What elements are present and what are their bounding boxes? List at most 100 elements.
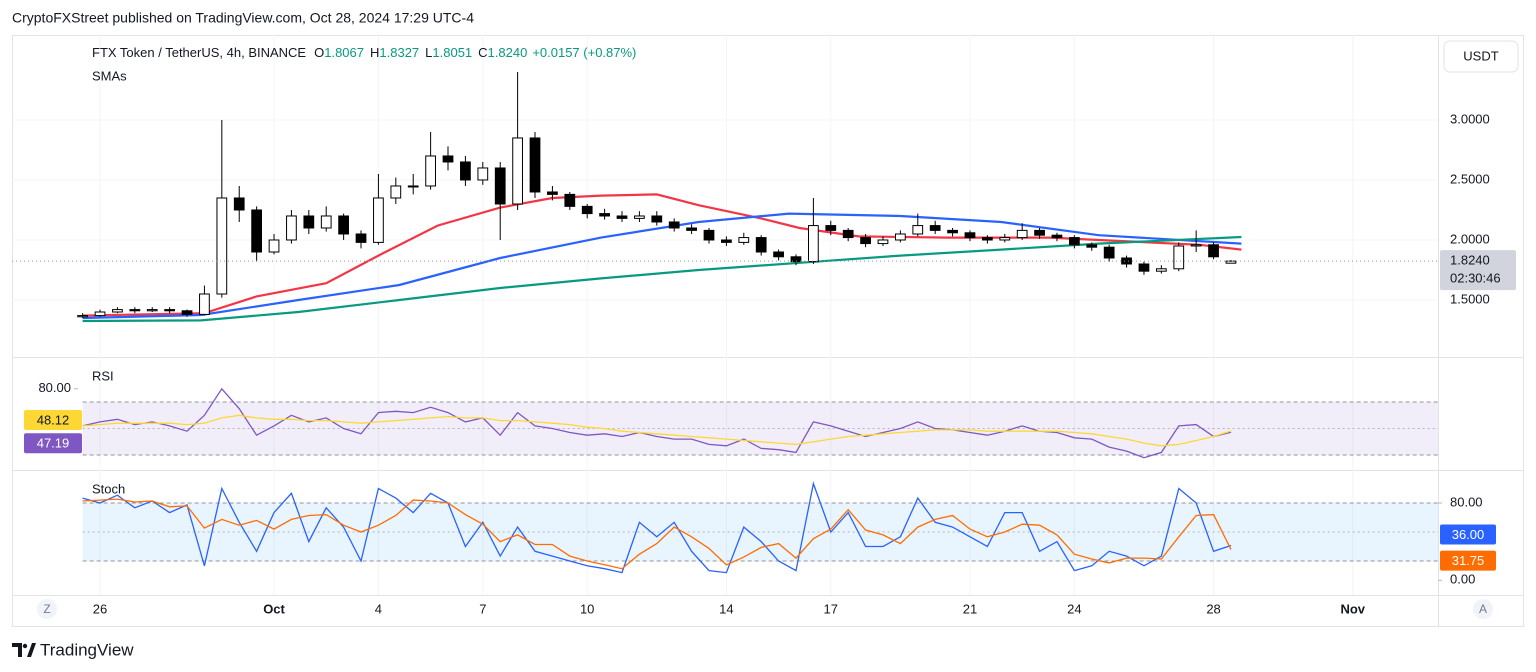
candle-body xyxy=(1138,263,1150,272)
candle-body xyxy=(1086,244,1098,248)
candle-body xyxy=(790,256,802,263)
x-tick-label: 7 xyxy=(479,601,486,616)
candle-body xyxy=(355,233,367,243)
candle-body xyxy=(303,215,315,229)
candle-body xyxy=(1225,260,1237,264)
ohlc-value: 1.8327 xyxy=(379,45,419,60)
candle-body xyxy=(825,225,837,231)
x-tick-label: 17 xyxy=(824,601,838,616)
candle-body xyxy=(1034,229,1045,236)
a-label[interactable]: A xyxy=(1479,602,1487,616)
currency-button[interactable] xyxy=(1443,40,1519,73)
y-tick-label: 3.0000 xyxy=(1450,111,1490,126)
candle-body xyxy=(964,232,976,239)
ohlc-value: 1.8240 xyxy=(488,45,528,60)
candle-body xyxy=(755,237,767,253)
candle-body xyxy=(651,215,663,223)
sma-line xyxy=(82,212,1242,320)
last-value-label: 36.00 xyxy=(1452,527,1485,542)
candle-body xyxy=(146,309,158,312)
candle-body xyxy=(581,205,593,215)
x-tick-label: 21 xyxy=(963,601,977,616)
candle-body xyxy=(1121,257,1132,265)
x-tick-label: 14 xyxy=(719,601,733,616)
candle-body xyxy=(1173,245,1185,270)
candle-body xyxy=(94,311,106,317)
last-value-box xyxy=(1440,524,1496,545)
candle-body xyxy=(599,213,610,217)
ohlc-value: 1.8051 xyxy=(432,45,472,60)
countdown-label: 02:30:46 xyxy=(1450,271,1501,286)
last-value-box xyxy=(24,410,82,431)
x-tick-label: 26 xyxy=(93,601,107,616)
published-note: CryptoFXStreet published on TradingView.… xyxy=(12,10,474,26)
currency-label[interactable]: USDT xyxy=(1463,48,1498,63)
y-tick-label: 2.5000 xyxy=(1450,171,1490,186)
candle-body xyxy=(199,293,210,315)
candle-body xyxy=(1103,246,1115,259)
z-button[interactable] xyxy=(37,599,57,619)
candle-body xyxy=(808,225,819,263)
last-price-label: 1.8240 xyxy=(1450,253,1490,268)
candle-body xyxy=(877,239,889,245)
candle-body xyxy=(703,229,715,241)
a-button[interactable] xyxy=(1473,599,1493,619)
candle-body xyxy=(947,229,958,234)
x-tick-label: 10 xyxy=(580,601,594,616)
sma-line xyxy=(82,193,1242,317)
indicator-label: SMAs xyxy=(92,68,127,83)
last-value-box xyxy=(24,433,82,454)
brand-name: TradingView xyxy=(40,640,134,659)
candle-body xyxy=(1190,244,1202,247)
candle-body xyxy=(564,193,576,207)
candle-body xyxy=(773,251,784,258)
candle-body xyxy=(268,239,280,253)
candle-body xyxy=(320,215,332,229)
candle-body xyxy=(842,229,854,239)
candle-body xyxy=(895,233,906,241)
candle-body xyxy=(860,237,871,245)
y-tick-label: 0.00 xyxy=(1450,572,1475,587)
brand-logo xyxy=(12,643,36,657)
candle-body xyxy=(1016,229,1028,239)
ohlc-key: H xyxy=(370,45,379,60)
candle-body xyxy=(338,215,349,235)
level-band xyxy=(82,502,1439,561)
candle-body xyxy=(686,227,697,231)
indicator-label: Stoch xyxy=(92,481,125,496)
indicator-line xyxy=(82,414,1232,447)
ohlc-key: O xyxy=(314,45,324,60)
indicator-label: RSI xyxy=(92,368,114,383)
candle-body xyxy=(407,185,419,188)
candle-body xyxy=(164,309,176,312)
x-tick-label: 4 xyxy=(375,601,382,616)
candle-body xyxy=(129,309,141,312)
candle-body xyxy=(112,309,123,313)
candle-body xyxy=(286,215,297,241)
change-value: +0.0157 (+0.87%) xyxy=(532,45,636,60)
last-price-box xyxy=(1440,250,1516,291)
last-value-label: 31.75 xyxy=(1452,553,1485,568)
candle-body xyxy=(1068,237,1080,246)
candle-body xyxy=(912,225,924,235)
candle-body xyxy=(529,137,541,193)
candle-body xyxy=(425,155,436,187)
candle-body xyxy=(512,137,523,205)
legend-line: FTX Token / TetherUS, 4h, BINANCE O1.8067… xyxy=(92,45,636,60)
indicator-line xyxy=(82,481,1232,574)
x-tick-label: Nov xyxy=(1340,601,1365,616)
candle-body xyxy=(373,197,384,243)
y-tick-label: 2.0000 xyxy=(1450,231,1490,246)
candle-body xyxy=(634,215,645,219)
level-band xyxy=(82,402,1439,456)
z-label[interactable]: Z xyxy=(43,602,50,616)
ohlc-key: C xyxy=(478,45,487,60)
plot-layer: 26 Oct 4 7 10 14 17 21 24 28 Nov 1.5000 2.0000 2.5000… xyxy=(12,35,1516,616)
candle-body xyxy=(390,185,402,199)
y-tick-label: 1.5000 xyxy=(1450,291,1490,306)
candle-body xyxy=(616,215,628,219)
indicator-line xyxy=(82,498,1232,570)
candle-body xyxy=(251,209,262,253)
ohlc-key: L xyxy=(425,45,432,60)
